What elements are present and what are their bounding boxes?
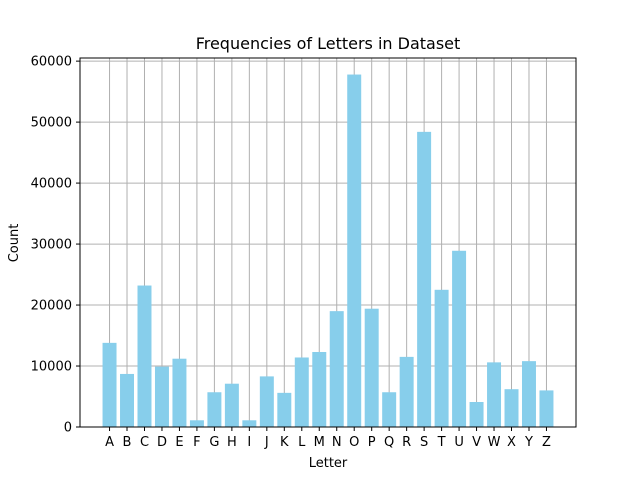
x-tick-label: Y (524, 435, 533, 450)
y-tick-label: 30000 (31, 238, 72, 253)
bars (102, 74, 554, 428)
y-axis: 0 10000 20000 30000 40000 50000 60000 (31, 55, 80, 436)
bar-X (504, 389, 519, 427)
bar-C (137, 285, 152, 427)
x-tick-label: O (349, 435, 359, 450)
x-tick-label: M (314, 435, 325, 450)
x-tick-label: K (280, 435, 289, 450)
bar-N (329, 311, 344, 427)
bar-Y (521, 361, 536, 427)
x-tick-label: B (123, 435, 132, 450)
bar-Q (382, 392, 397, 427)
chart-title: Frequencies of Letters in Dataset (196, 34, 461, 53)
bar-G (207, 392, 222, 427)
x-tick-label: V (472, 435, 481, 450)
x-tick-label: F (193, 435, 200, 450)
bar-F (189, 420, 204, 427)
x-tick-label: D (157, 435, 167, 450)
x-tick-label: A (105, 435, 114, 450)
x-tick-label: J (264, 435, 269, 450)
bar-T (434, 289, 449, 427)
bar-S (417, 131, 432, 428)
x-axis-label: Letter (309, 456, 348, 471)
grid-lines (80, 58, 576, 428)
bar-K (277, 392, 292, 427)
bar-O (347, 74, 362, 427)
x-tick-label: W (488, 435, 501, 450)
bar-L (294, 357, 309, 427)
bar-V (469, 401, 484, 427)
bar-P (364, 308, 379, 427)
bar-B (120, 373, 135, 427)
x-tick-label: G (209, 435, 219, 450)
bar-U (452, 250, 467, 427)
y-axis-label: Count (7, 224, 22, 263)
y-tick-label: 20000 (31, 299, 72, 314)
bar-M (312, 351, 327, 427)
x-tick-label: L (298, 435, 306, 450)
bar-J (259, 376, 274, 427)
bar-W (487, 362, 502, 427)
x-tick-label: N (332, 435, 342, 450)
x-tick-label: I (247, 435, 251, 450)
x-tick-label: Z (542, 435, 551, 450)
y-tick-label: 50000 (31, 116, 72, 131)
x-tick-label: Q (384, 435, 394, 450)
bar-I (242, 420, 257, 427)
y-tick-label: 0 (64, 421, 72, 436)
x-tick-label: T (437, 435, 446, 450)
x-tick-label: P (368, 435, 376, 450)
y-tick-label: 10000 (31, 360, 72, 375)
bar-R (399, 356, 414, 427)
bar-Z (539, 390, 554, 427)
x-tick-label: X (507, 435, 516, 450)
y-tick-label: 40000 (31, 177, 72, 192)
x-tick-label: C (140, 435, 149, 450)
y-tick-label: 60000 (31, 55, 72, 70)
bar-H (224, 383, 239, 427)
bar-E (172, 358, 187, 427)
x-tick-label: R (402, 435, 411, 450)
x-tick-label: S (420, 435, 428, 450)
x-tick-label: U (454, 435, 464, 450)
x-tick-label: H (227, 435, 237, 450)
x-tick-label: E (175, 435, 183, 450)
bar-A (102, 342, 117, 427)
plot-frame (79, 57, 577, 428)
bar-D (154, 366, 169, 427)
